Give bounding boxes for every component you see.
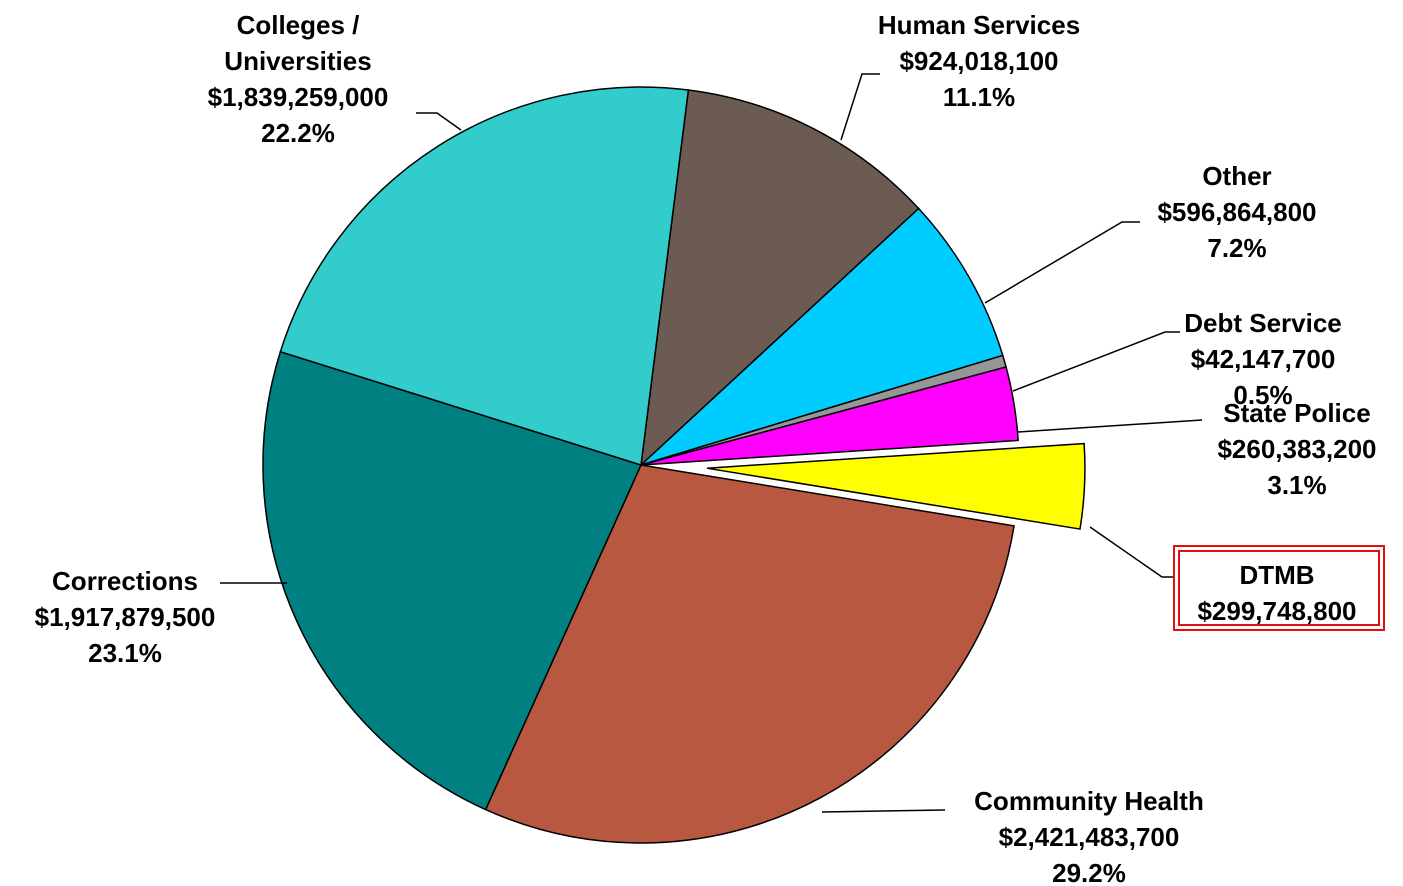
slice-label-debt-service: Debt Service $42,147,700 0.5% (1184, 308, 1342, 410)
pie-slice-corrections (262, 350, 643, 811)
slice-label-line: $42,147,700 (1191, 344, 1336, 374)
leader-line-colleges-universities (416, 112, 462, 131)
slice-label-line: 11.1% (943, 82, 1015, 112)
leader-line-human-services (840, 73, 880, 141)
pie-slice-community-health (484, 464, 1015, 844)
slice-label-line: Other (1202, 161, 1271, 191)
leader-line-other (984, 221, 1140, 304)
leader-line-dtmb (1089, 526, 1175, 578)
slice-label-line: Community Health (974, 786, 1204, 816)
slice-label-line: $1,839,259,000 (208, 82, 389, 112)
slice-label-line: Colleges / (237, 10, 360, 40)
slice-label-line: 7.2% (1207, 233, 1266, 263)
slice-label-line: Universities (224, 46, 371, 76)
slice-label-line: $299,748,800 (1197, 596, 1356, 626)
slice-label-other: Other $596,864,800 7.2% (1157, 161, 1316, 263)
slice-label-line: 3.1% (1267, 470, 1326, 500)
leader-line-debt-service (1012, 331, 1180, 392)
leader-lines (220, 73, 1203, 813)
leader-line-community-health (821, 809, 946, 813)
slice-label-community-health: Community Health $2,421,483,700 29.2% (974, 786, 1204, 886)
highlight-box-inner (1178, 550, 1380, 626)
slice-label-colleges-universities: Colleges / Universities $1,839,259,000 22.2… (208, 10, 389, 148)
slice-label-line: $260,383,200 (1217, 434, 1376, 464)
slice-label-line: $1,917,879,500 (35, 602, 216, 632)
pie-slice-dtmb (706, 442, 1086, 530)
slice-label-line: $2,421,483,700 (999, 822, 1180, 852)
slice-label-line: 23.1% (88, 638, 162, 668)
slice-label-line: Debt Service (1184, 308, 1342, 338)
slice-labels: Human Services $924,018,100 11.1% Other $596… (35, 10, 1385, 886)
slice-label-line: $596,864,800 (1157, 197, 1316, 227)
slice-label-corrections: Corrections $1,917,879,500 23.1% (35, 566, 216, 668)
slice-label-state-police: State Police $260,383,200 3.1% (1217, 398, 1376, 500)
slice-label-line: $924,018,100 (899, 46, 1058, 76)
slice-label-line: DTMB (1239, 560, 1314, 590)
slice-label-dtmb: DTMB $299,748,800 (1197, 560, 1356, 626)
slice-label-line: 22.2% (261, 118, 335, 148)
slice-label-line: 0.5% (1233, 380, 1292, 410)
slice-label-line: 29.2% (1052, 858, 1126, 886)
pie-slices (262, 86, 1086, 844)
slice-label-line: Human Services (878, 10, 1080, 40)
pie-slice-colleges-universities (279, 86, 690, 466)
slice-label-human-services: Human Services $924,018,100 11.1% (878, 10, 1080, 112)
slice-label-line: State Police (1223, 398, 1370, 428)
pie-slice-human-services (639, 89, 920, 467)
pie-slice-state-police (640, 366, 1019, 466)
slice-label-line: Corrections (52, 566, 198, 596)
highlight-box-outer (1173, 545, 1385, 631)
leader-line-state-police (1017, 419, 1203, 433)
pie-slice-other (640, 207, 1004, 466)
